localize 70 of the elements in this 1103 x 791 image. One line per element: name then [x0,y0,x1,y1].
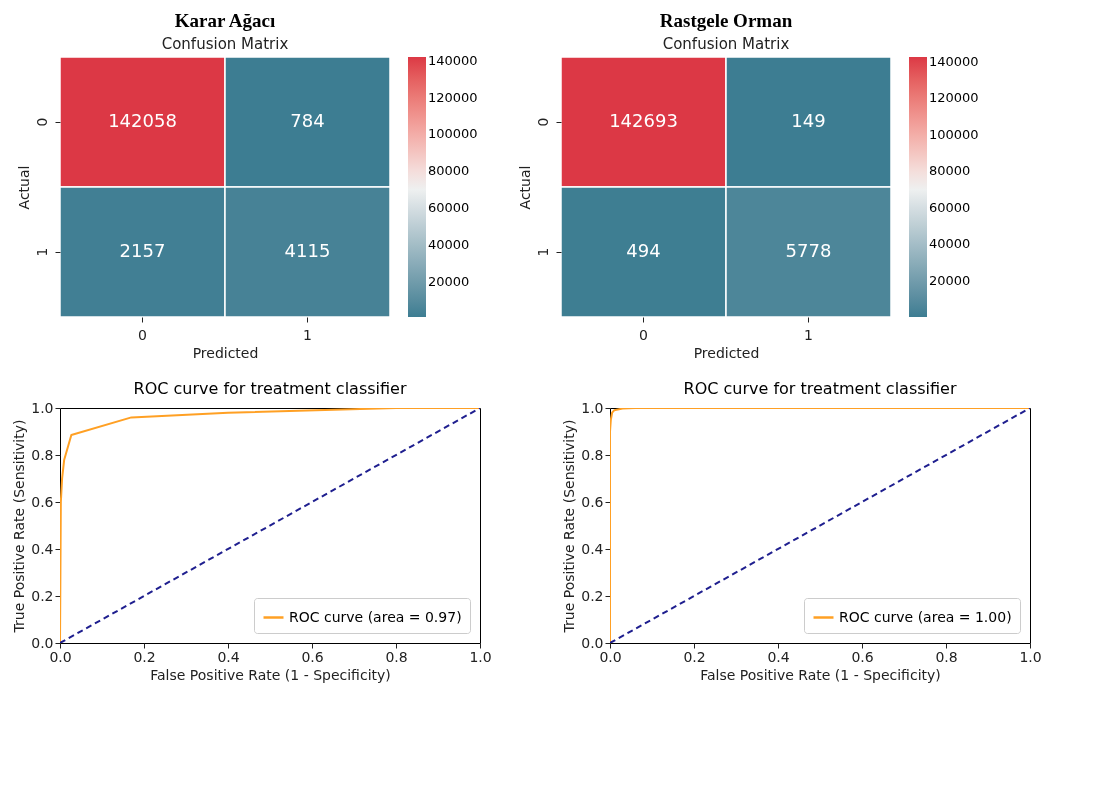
data-label: 2157 [119,240,166,261]
x-axis-title: Predicted [192,344,259,361]
y-axis-title: Actual [516,165,533,210]
chart-subtitle: Confusion Matrix [161,35,289,54]
x-tick-label: 0.4 [217,648,240,665]
y-axis-title: Actual [15,165,32,210]
data-label: 494 [626,240,661,261]
color-bar-label: 20000 [428,273,470,289]
x-tick-label: 0 [639,326,648,343]
color-bar-label: 100000 [929,126,979,142]
y-tick-label: 0.6 [31,493,54,510]
chart-title: Karar Ağacı [174,10,276,32]
x-tick-label: 0.4 [767,648,790,665]
color-bar-label: 80000 [929,163,971,179]
data-label: 142058 [108,110,177,131]
legend-label: ROC curve (area = 1.00) [839,608,1012,625]
x-axis-title: Predicted [693,344,760,361]
y-tick-label: 1.0 [31,399,54,416]
y-tick-label: 0.8 [581,446,604,463]
chart-title: ROC curve for treatment classifier [683,379,957,398]
x-tick-label: 1.0 [1019,648,1042,665]
color-bar-label: 140000 [428,52,478,68]
x-tick-label: 0.8 [935,648,958,665]
color-bar-label: 60000 [428,200,470,216]
y-tick-label: 0.2 [31,587,54,604]
color-bar-label: 120000 [428,89,478,105]
x-tick-label: 0.2 [683,648,706,665]
y-tick-label: 0.6 [581,493,604,510]
line-series [60,408,480,643]
chart-subtitle: Confusion Matrix [662,35,790,54]
y-tick-label: 1 [33,247,50,257]
x-tick-label: 0.8 [385,648,408,665]
data-label: 149 [791,110,826,131]
x-tick-label: 1 [303,326,312,343]
data-label: 784 [290,110,325,131]
legend-label: ROC curve (area = 0.97) [289,608,462,625]
y-tick-label: 0.8 [31,446,54,463]
color-bar-label: 40000 [929,236,971,252]
y-tick-label: 0.4 [581,540,604,557]
color-bar-label: 80000 [428,163,470,179]
y-tick-label: 0.2 [581,587,604,604]
x-tick-label: 1 [804,326,813,343]
y-axis-title: True Positive Rate (Sensitivity) [11,419,28,634]
data-label: 142693 [609,110,678,131]
color-bar-label: 60000 [929,199,971,215]
y-tick-label: 0.0 [31,634,54,651]
x-tick-label: 0.6 [851,648,874,665]
color-bar-label: 100000 [428,126,478,142]
y-axis-title: True Positive Rate (Sensitivity) [561,419,578,634]
y-tick-label: 0 [33,117,50,127]
x-tick-label: 0.6 [301,648,324,665]
color-bar-label: 40000 [428,236,470,252]
line-series [610,408,1030,643]
x-tick-label: 0.2 [133,648,156,665]
data-label: 4115 [284,240,331,261]
y-tick-label: 0.4 [31,540,54,557]
color-bar-label: 20000 [929,272,971,288]
chart-title: ROC curve for treatment classifier [133,379,407,398]
chart-title: Rastgele Orman [659,10,793,32]
x-axis-title: False Positive Rate (1 - Specificity) [150,666,391,683]
x-tick-label: 0.0 [599,648,622,665]
color-bar-label: 140000 [929,53,979,69]
y-tick-label: 0.0 [581,634,604,651]
x-tick-label: 0.0 [49,648,72,665]
data-label: 5778 [785,240,832,261]
color-bar-label: 120000 [929,90,979,106]
x-axis-title: False Positive Rate (1 - Specificity) [700,666,941,683]
x-tick-label: 1.0 [469,648,492,665]
y-tick-label: 1.0 [581,399,604,416]
x-tick-label: 0 [138,326,147,343]
